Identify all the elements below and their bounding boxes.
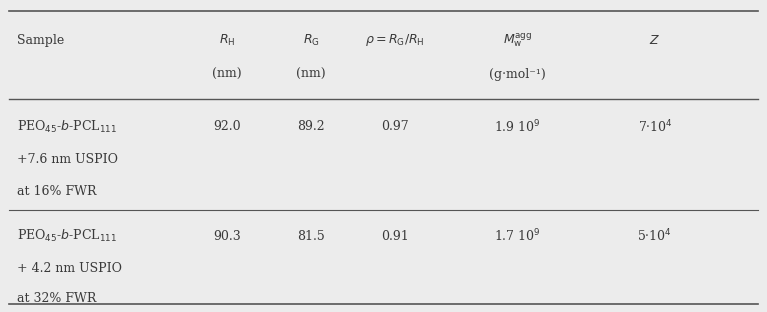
Text: 0.97: 0.97	[381, 120, 409, 133]
Text: $R_{\mathrm{G}}$: $R_{\mathrm{G}}$	[302, 32, 319, 48]
Text: PEO$_{45}$-$b$-PCL$_{111}$: PEO$_{45}$-$b$-PCL$_{111}$	[17, 119, 117, 135]
Text: +7.6 nm USPIO: +7.6 nm USPIO	[17, 153, 117, 166]
Text: 1.9 10$^{9}$: 1.9 10$^{9}$	[494, 118, 541, 135]
Text: (nm): (nm)	[296, 68, 326, 80]
Text: 0.91: 0.91	[381, 230, 409, 243]
Text: $M_{\mathrm{w}}^{\mathrm{agg}}$: $M_{\mathrm{w}}^{\mathrm{agg}}$	[502, 31, 532, 49]
Text: Sample: Sample	[17, 34, 64, 46]
Text: 5·10$^{4}$: 5·10$^{4}$	[637, 228, 672, 245]
Text: 81.5: 81.5	[297, 230, 324, 243]
Text: + 4.2 nm USPIO: + 4.2 nm USPIO	[17, 262, 122, 275]
Text: PEO$_{45}$-$b$-PCL$_{111}$: PEO$_{45}$-$b$-PCL$_{111}$	[17, 228, 117, 244]
Text: (nm): (nm)	[212, 68, 242, 80]
Text: 92.0: 92.0	[213, 120, 241, 133]
Text: $Z$: $Z$	[649, 34, 660, 46]
Text: at 16% FWR: at 16% FWR	[17, 185, 96, 198]
Text: 7·10$^{4}$: 7·10$^{4}$	[637, 118, 672, 135]
Text: $\rho = R_{\mathrm{G}}/R_{\mathrm{H}}$: $\rho = R_{\mathrm{G}}/R_{\mathrm{H}}$	[365, 32, 425, 48]
Text: 90.3: 90.3	[213, 230, 241, 243]
Text: 89.2: 89.2	[297, 120, 324, 133]
Text: 1.7 10$^{9}$: 1.7 10$^{9}$	[494, 228, 541, 245]
Text: (g·mol⁻¹): (g·mol⁻¹)	[489, 68, 545, 80]
Text: $R_{\mathrm{H}}$: $R_{\mathrm{H}}$	[219, 32, 235, 48]
Text: at 32% FWR: at 32% FWR	[17, 292, 96, 305]
